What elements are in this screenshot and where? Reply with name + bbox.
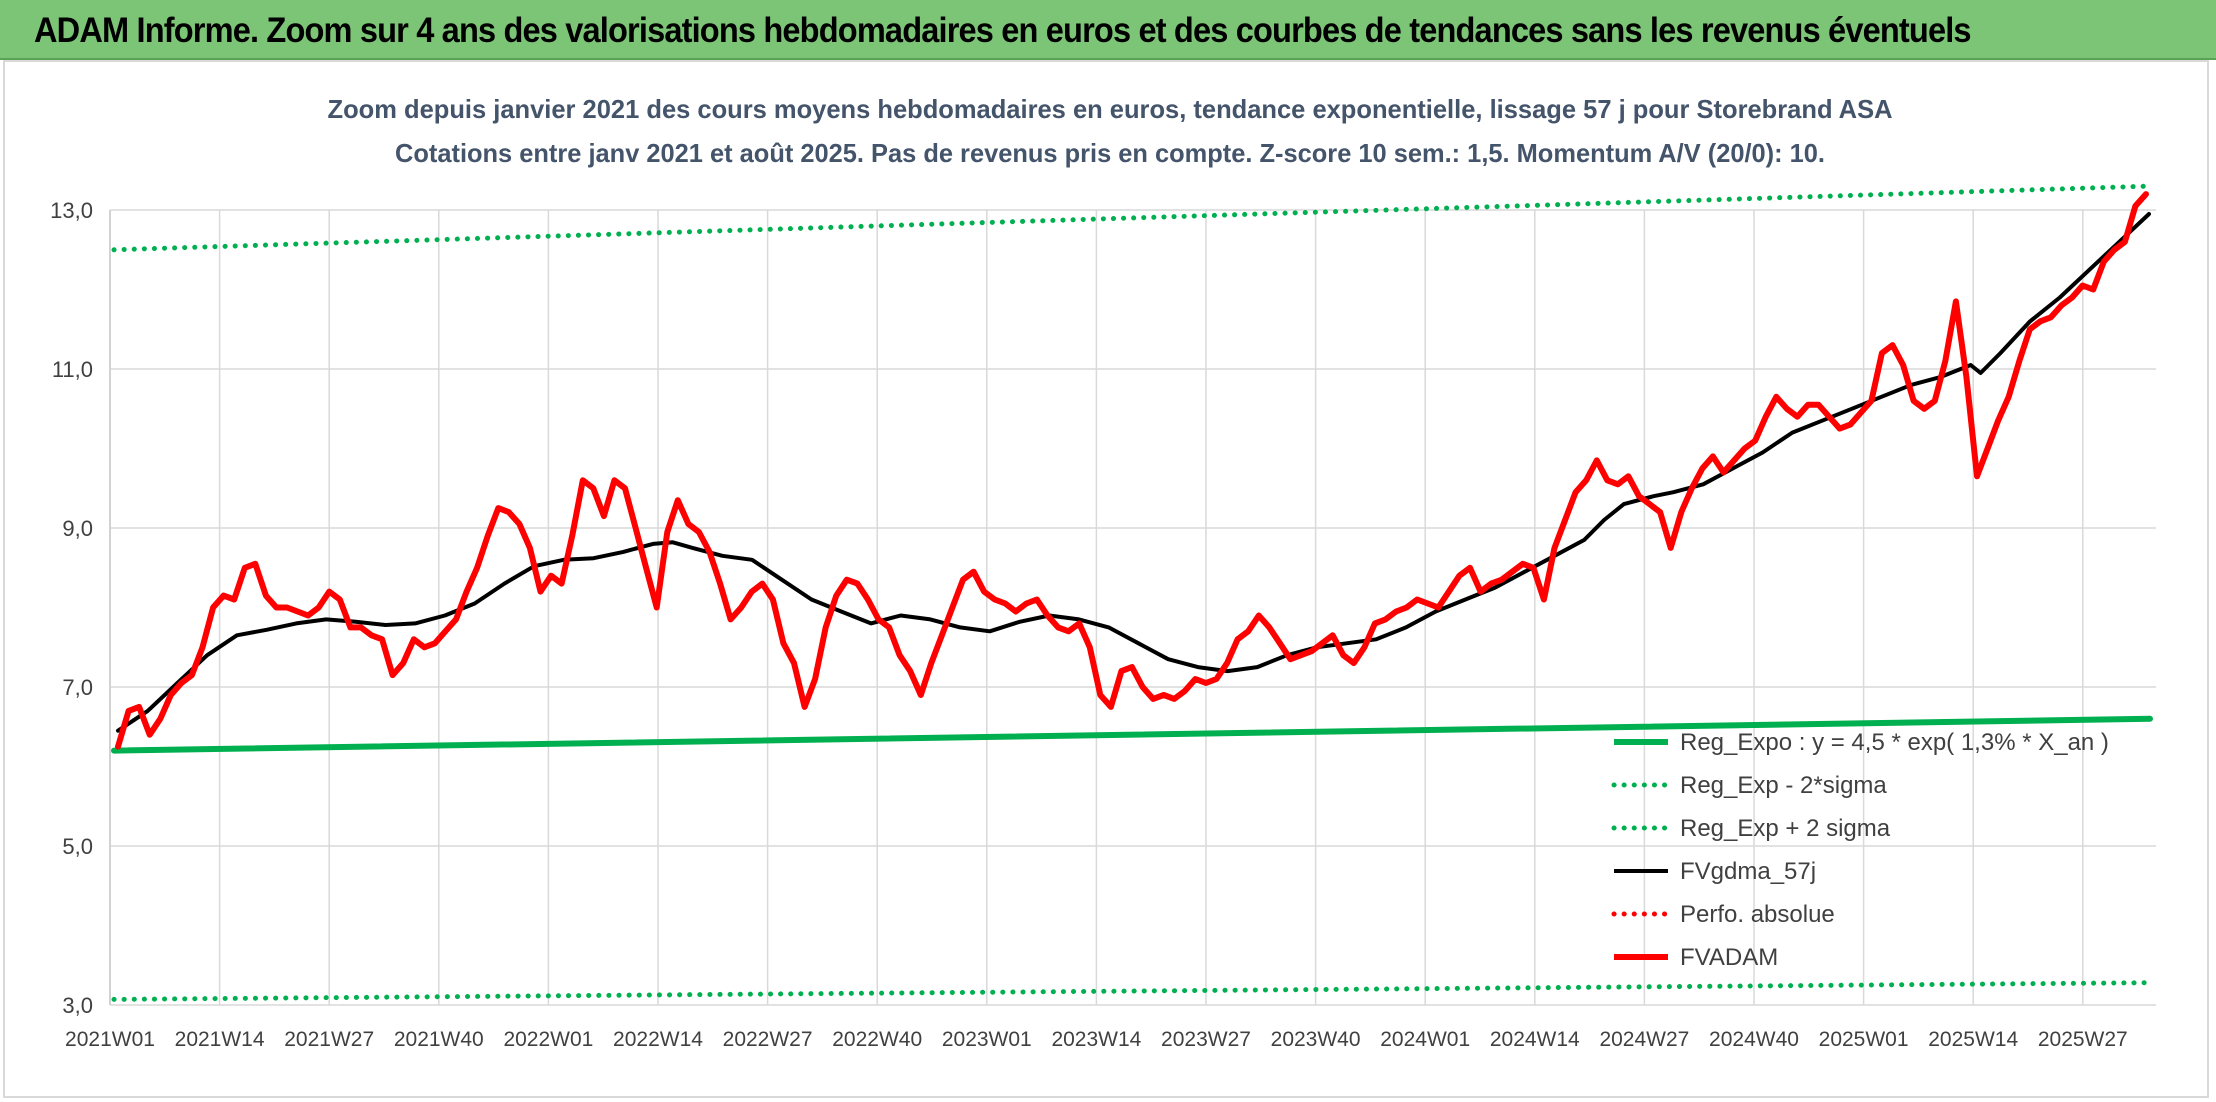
y-tick-label: 5,0: [62, 834, 93, 859]
report-title: ADAM Informe. Zoom sur 4 ans des valoris…: [34, 11, 1972, 50]
y-tick-label: 11,0: [52, 357, 93, 382]
chart-title-line-2: Cotations entre janv 2021 et août 2025. …: [395, 138, 1825, 168]
x-tick-label: 2022W14: [613, 1028, 703, 1051]
series-line-1: [111, 980, 2153, 1002]
x-tick-label: 2024W27: [1599, 1028, 1689, 1051]
x-tick-label: 2024W14: [1490, 1028, 1580, 1051]
legend-label: FVgdma_57j: [1680, 858, 1816, 885]
series-lines: [111, 183, 2153, 1002]
legend-label: Reg_Exp - 2*sigma: [1680, 772, 1887, 799]
legend: Reg_Expo : y = 4,5 * exp( 1,3% * X_an ) R…: [1611, 729, 2109, 971]
report-banner: ADAM Informe. Zoom sur 4 ans des valoris…: [0, 0, 2216, 60]
x-tick-label: 2025W01: [1819, 1028, 1909, 1051]
x-tick-label: 2021W27: [284, 1028, 374, 1051]
y-tick-label: 13,0: [50, 198, 93, 223]
x-tick-label: 2024W01: [1380, 1028, 1470, 1051]
series-line-2: [111, 183, 2153, 253]
legend-label: FVADAM: [1680, 944, 1778, 971]
y-tick-labels: 3,0 5,0 7,0 9,0 11,0 13,0: [50, 198, 93, 1018]
series-line-5: [115, 191, 2149, 750]
x-tick-label: 2025W14: [1928, 1028, 2018, 1051]
y-tick-label: 9,0: [62, 516, 93, 541]
y-tick-label: 7,0: [62, 675, 93, 700]
x-tick-label: 2021W01: [65, 1028, 155, 1051]
series-line-0: [111, 715, 2153, 754]
x-grid-lines: [109, 210, 2084, 1005]
grid-lines: [109, 209, 2156, 1006]
x-tick-label: 2021W40: [394, 1028, 484, 1051]
y-tick-label: 3,0: [62, 993, 93, 1018]
x-tick-label: 2025W27: [2038, 1028, 2128, 1051]
legend-label: Reg_Expo : y = 4,5 * exp( 1,3% * X_an ): [1680, 729, 2109, 756]
x-tick-label: 2023W01: [942, 1028, 1032, 1051]
series-line-3: [116, 212, 2151, 733]
chart-frame: [3, 60, 2209, 1098]
x-tick-label: 2023W14: [1051, 1028, 1141, 1051]
x-tick-label: 2023W40: [1271, 1028, 1361, 1051]
x-tick-label: 2024W40: [1709, 1028, 1799, 1051]
chart-title-line-1: Zoom depuis janvier 2021 des cours moyen…: [328, 94, 1893, 124]
legend-label: Reg_Exp + 2 sigma: [1680, 815, 1891, 842]
x-tick-label: 2021W14: [175, 1028, 265, 1051]
x-tick-label: 2022W40: [832, 1028, 922, 1051]
x-tick-label: 2022W27: [723, 1028, 813, 1051]
x-tick-label: 2022W01: [503, 1028, 593, 1051]
x-tick-labels: 2021W01 2021W14 2021W27 2021W40 2022W01 2022W…: [65, 1028, 2128, 1051]
x-tick-label: 2023W27: [1161, 1028, 1251, 1051]
legend-label: Perfo. absolue: [1680, 901, 1835, 928]
